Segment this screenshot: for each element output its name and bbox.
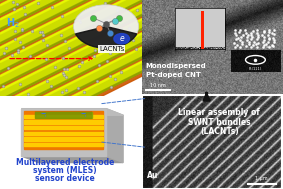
FancyBboxPatch shape bbox=[142, 94, 283, 189]
Text: sensor device: sensor device bbox=[35, 174, 95, 183]
Text: Pt-doped CNT: Pt-doped CNT bbox=[146, 72, 201, 77]
Polygon shape bbox=[24, 126, 103, 129]
Circle shape bbox=[114, 34, 129, 44]
Text: Au: Au bbox=[147, 171, 158, 180]
Text: Linear assembly of: Linear assembly of bbox=[179, 108, 260, 117]
Bar bbox=[201, 11, 204, 49]
Polygon shape bbox=[24, 121, 103, 124]
Text: 1 μm: 1 μm bbox=[256, 177, 268, 181]
Polygon shape bbox=[21, 109, 123, 115]
Text: Monodispersed: Monodispersed bbox=[146, 63, 207, 69]
Text: SWNT bundles: SWNT bundles bbox=[188, 118, 251, 127]
Circle shape bbox=[74, 5, 139, 48]
Text: Multilayered electrode: Multilayered electrode bbox=[16, 158, 114, 167]
Polygon shape bbox=[24, 115, 103, 118]
Wedge shape bbox=[76, 26, 137, 48]
Text: Scale: Scale bbox=[266, 45, 273, 49]
Polygon shape bbox=[21, 156, 123, 163]
Text: system (MLES): system (MLES) bbox=[33, 166, 97, 175]
Text: H$_2$: H$_2$ bbox=[6, 16, 20, 30]
Polygon shape bbox=[21, 109, 106, 156]
Text: (LACNTs): (LACNTs) bbox=[200, 127, 239, 136]
Polygon shape bbox=[24, 132, 103, 135]
Text: e: e bbox=[119, 34, 124, 43]
Polygon shape bbox=[24, 143, 103, 146]
Text: LACNTs: LACNTs bbox=[99, 46, 125, 52]
Text: 10 nm: 10 nm bbox=[150, 83, 166, 88]
Polygon shape bbox=[35, 112, 92, 118]
Polygon shape bbox=[106, 109, 123, 163]
Polygon shape bbox=[24, 138, 103, 141]
Polygon shape bbox=[24, 111, 103, 149]
Text: Pt(111): Pt(111) bbox=[249, 67, 262, 71]
